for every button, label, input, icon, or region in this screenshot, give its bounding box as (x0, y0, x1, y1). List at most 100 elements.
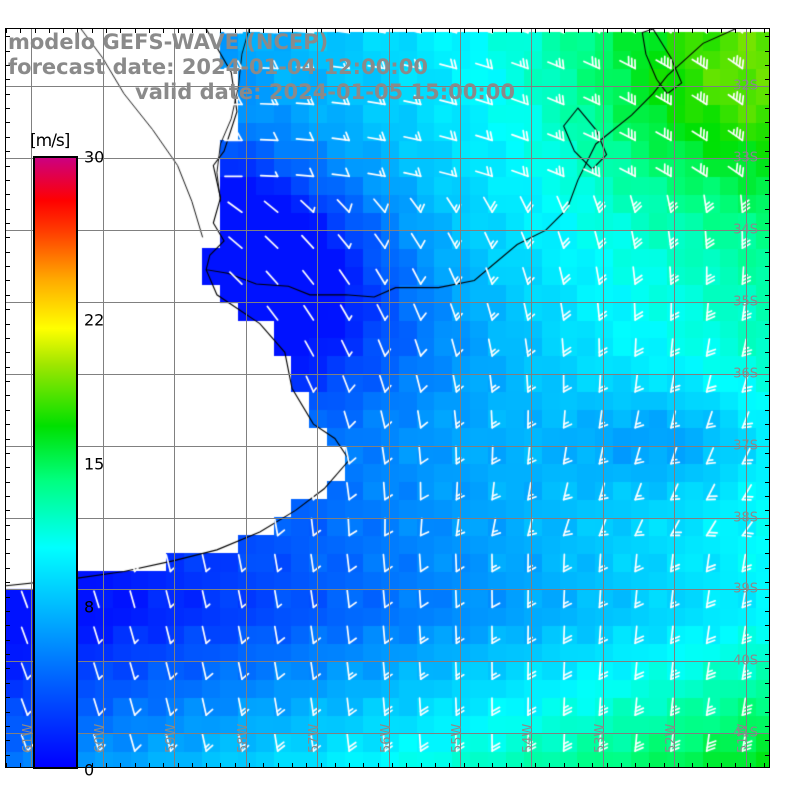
graticule-parallel (6, 302, 769, 303)
axis-tick (765, 539, 769, 540)
map-plot-area[interactable]: 60W 59W 58W 57W 56W 55W 54W 53W 52W 51W 61W 32S 33S… (5, 28, 770, 768)
axis-tick (707, 763, 708, 767)
axis-tick (6, 625, 10, 626)
axis-tick (764, 763, 765, 767)
axis-tick (765, 367, 769, 368)
axis-tick (163, 763, 164, 767)
axis-tick (765, 252, 769, 253)
axis-tick (765, 568, 769, 569)
axis-tick (92, 29, 93, 33)
axis-tick (306, 763, 307, 767)
axis-tick (378, 29, 379, 33)
axis-tick (692, 29, 693, 33)
axis-tick (649, 763, 650, 767)
axis-tick (92, 763, 93, 767)
axis-tick (464, 763, 465, 767)
axis-tick (721, 763, 722, 767)
axis-tick (178, 763, 179, 767)
axis-tick (765, 582, 769, 583)
axis-tick (6, 510, 10, 511)
graticule-meridian (603, 29, 604, 767)
axis-tick (120, 763, 121, 767)
axis-tick (6, 755, 10, 756)
axis-tick (77, 29, 78, 33)
axis-tick (6, 237, 10, 238)
lon-label-54W: 54W (521, 723, 537, 753)
lat-label-36S: 36S (733, 366, 758, 382)
axis-tick (765, 740, 769, 741)
axis-tick (421, 29, 422, 33)
graticule-parallel (6, 86, 769, 87)
axis-tick (421, 763, 422, 767)
graticule-parallel (6, 446, 769, 447)
axis-tick (549, 29, 550, 33)
lon-label-58W: 58W (235, 723, 251, 753)
axis-tick (6, 654, 10, 655)
graticule-parallel (6, 374, 769, 375)
graticule-meridian (174, 29, 175, 767)
axis-tick (735, 763, 736, 767)
axis-tick (765, 697, 769, 698)
axis-tick (635, 763, 636, 767)
axis-tick (549, 763, 550, 767)
axis-tick (6, 180, 10, 181)
axis-tick (765, 352, 769, 353)
axis-tick (6, 763, 7, 767)
axis-tick (6, 424, 10, 425)
axis-tick (449, 29, 450, 33)
axis-tick (235, 763, 236, 767)
axis-tick (464, 29, 465, 33)
axis-tick (535, 763, 536, 767)
axis-tick (120, 29, 121, 33)
axis-tick (6, 223, 10, 224)
axis-tick (135, 763, 136, 767)
axis-tick (6, 726, 10, 727)
axis-tick (6, 467, 10, 468)
axis-tick (492, 763, 493, 767)
axis-tick (392, 29, 393, 33)
axis-tick (263, 763, 264, 767)
lat-label-35S: 35S (733, 294, 758, 310)
axis-tick (521, 29, 522, 33)
lat-label-34S: 34S (733, 222, 758, 238)
axis-tick (6, 166, 10, 167)
axis-tick (6, 553, 10, 554)
axis-tick (592, 29, 593, 33)
axis-tick (621, 29, 622, 33)
lon-label-55W: 55W (449, 723, 465, 753)
colorbar[interactable] (33, 156, 78, 769)
axis-tick (435, 763, 436, 767)
axis-tick (621, 763, 622, 767)
axis-tick (765, 122, 769, 123)
lon-label-53W: 53W (592, 723, 608, 753)
axis-tick (6, 151, 10, 152)
wind-speed-field (6, 29, 769, 767)
axis-tick (106, 29, 107, 33)
axis-tick (378, 763, 379, 767)
axis-tick (363, 29, 364, 33)
lat-label-37S: 37S (733, 438, 758, 454)
colorbar-tick-8: 8 (84, 597, 95, 617)
lon-label-56W: 56W (378, 723, 394, 753)
axis-tick (63, 29, 64, 33)
axis-tick (449, 763, 450, 767)
axis-tick (765, 65, 769, 66)
axis-tick (349, 29, 350, 33)
axis-tick (6, 108, 10, 109)
axis-tick (163, 29, 164, 33)
axis-tick (735, 29, 736, 33)
axis-tick (765, 94, 769, 95)
axis-tick (435, 29, 436, 33)
axis-tick (765, 194, 769, 195)
axis-tick (206, 763, 207, 767)
axis-tick (6, 29, 7, 33)
axis-tick (764, 29, 765, 33)
lon-label-52W: 52W (664, 723, 680, 753)
axis-tick (6, 367, 10, 368)
wind-speed-raster (6, 29, 769, 767)
axis-tick (406, 29, 407, 33)
axis-tick (6, 94, 10, 95)
axis-tick (249, 29, 250, 33)
colorbar-tick-22: 22 (84, 310, 105, 330)
axis-tick (765, 410, 769, 411)
